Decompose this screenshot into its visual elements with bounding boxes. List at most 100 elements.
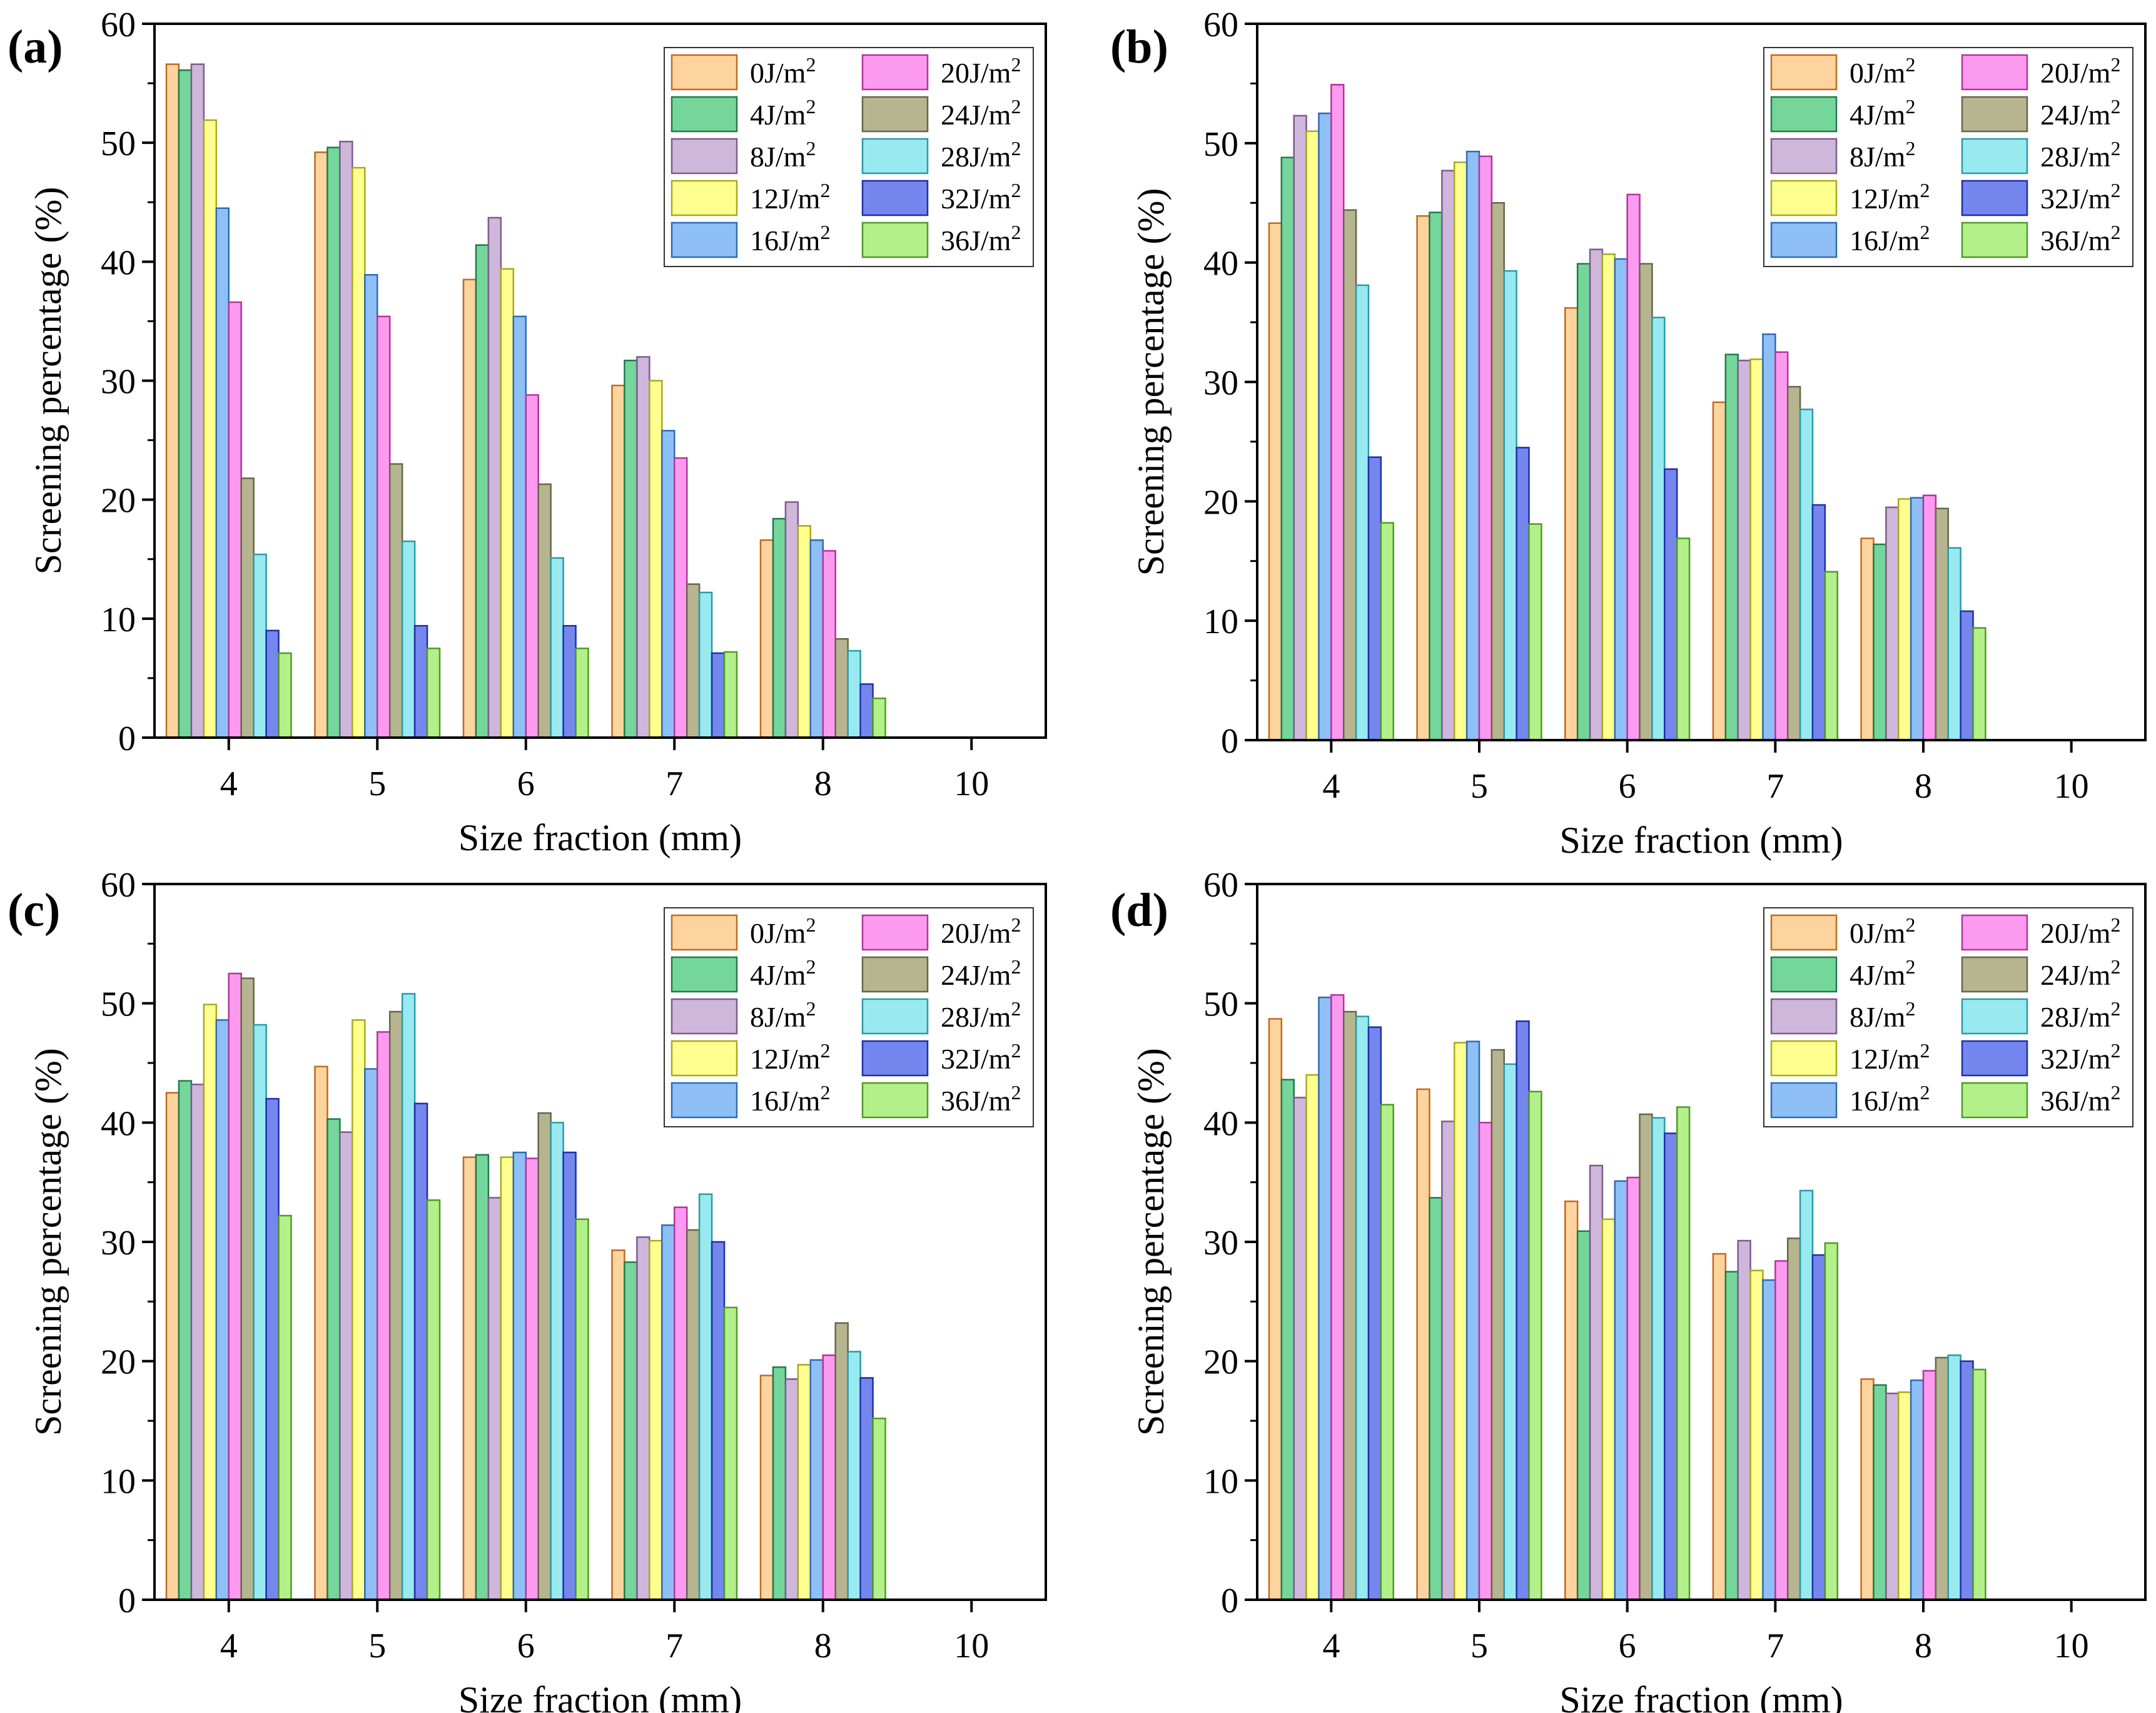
y-tick-label: 40 [1203,245,1238,283]
bar [1724,353,1739,741]
bar [1367,456,1382,741]
legend-swatch [861,221,929,258]
bar [500,1156,515,1601]
series-32J-per-m [265,624,874,739]
legend-swatch [1770,1082,1838,1119]
bar [1885,506,1900,741]
legend-item: 28J/m2 [1961,137,2120,175]
legend-swatch [861,54,929,91]
bar [772,1366,787,1601]
bar [759,539,774,739]
series-24J-per-m [240,463,849,739]
bar [165,1092,180,1601]
bar [1811,1254,1826,1601]
bar [1318,112,1332,741]
bar [278,652,292,739]
bar [165,63,180,739]
legend-item: 32J/m2 [861,179,1021,216]
series-36J-per-m [1380,1090,1986,1601]
x-tick-label: 10 [2054,1627,2089,1665]
bar [203,119,218,739]
legend-swatch [1961,54,2028,91]
bar [1651,317,1666,741]
legend-item: 28J/m2 [861,997,1021,1035]
bar [1749,1269,1764,1601]
bar [1380,522,1394,741]
y-tick-label: 40 [101,243,136,282]
legend-item: 0J/m2 [1770,53,1915,91]
bar [1786,385,1801,741]
bar [1305,130,1320,741]
y-tick-label: 0 [118,719,136,758]
bar [1516,1020,1530,1601]
legend-swatch [861,180,929,216]
bar [1614,1180,1628,1601]
legend-item: 0J/m2 [671,53,816,91]
bar [1280,156,1295,741]
y-tick-label: 50 [101,985,136,1024]
bar [809,539,824,739]
bar [1873,543,1887,741]
series-24J-per-m [240,977,849,1601]
bar [698,1193,713,1601]
bar [562,1151,577,1601]
bar [1860,537,1875,741]
bar [575,648,589,739]
bar [352,166,366,739]
x-tick-label: 8 [1915,767,1932,806]
legend-label: 24J/m2 [2040,955,2120,991]
legend-item: 12J/m2 [671,1039,830,1077]
y-tick-label: 50 [1203,125,1238,164]
x-tick-label: 4 [220,765,238,803]
legend-item: 24J/m2 [861,95,1021,133]
bar [1947,547,1961,741]
legend-label: 28J/m2 [2040,997,2120,1033]
bar [1626,1176,1641,1601]
legend-label: 20J/m2 [2040,53,2120,89]
bar [1676,1106,1691,1601]
bar [1342,209,1357,741]
legend-label: 20J/m2 [2040,913,2120,949]
bar [1441,1121,1455,1601]
bar [215,207,230,739]
bar [698,591,713,739]
bar [1910,1379,1925,1601]
bar [872,1417,886,1601]
bar [1960,1360,1974,1601]
legend-item: 4J/m2 [1770,955,1915,993]
panel-label: (d) [1110,884,1168,937]
bar [1712,1253,1727,1601]
legend-item: 4J/m2 [1770,95,1915,133]
bar [525,1157,539,1601]
legend-label: 36J/m2 [941,221,1021,257]
series-16J-per-m [1318,996,1925,1601]
bar [1860,1378,1875,1601]
bar [462,278,477,739]
x-tick-label: 7 [1766,1627,1784,1665]
series-0J-per-m [165,1065,774,1601]
legend-item: 36J/m2 [1961,1081,2120,1119]
bar [364,1068,378,1601]
bar [228,972,242,1601]
legend: 0J/m2 4J/m2 8J/m2 12J/m2 16J/m2 20J/m2 24J/m2 2… [664,907,1034,1127]
bar [847,649,861,739]
bar [624,359,638,739]
bar [834,1322,849,1601]
bar [1478,155,1493,741]
legend-item: 20J/m2 [1961,53,2120,91]
y-tick-label: 20 [101,482,136,521]
legend-swatch [1961,914,2028,951]
bar [1651,1117,1666,1601]
x-tick-label: 5 [368,1627,386,1665]
legend-item: 28J/m2 [861,137,1021,175]
legend-swatch [1961,1082,2028,1119]
legend-label: 8J/m2 [1850,997,1915,1033]
legend-label: 4J/m2 [1850,95,1915,131]
panel-label: (c) [8,884,60,937]
bar [562,624,577,739]
series-36J-per-m [1380,522,1986,741]
legend-label: 0J/m2 [1850,913,1915,949]
bar [326,1118,341,1601]
legend-label: 8J/m2 [750,997,816,1033]
legend-item: 8J/m2 [1770,997,1915,1035]
